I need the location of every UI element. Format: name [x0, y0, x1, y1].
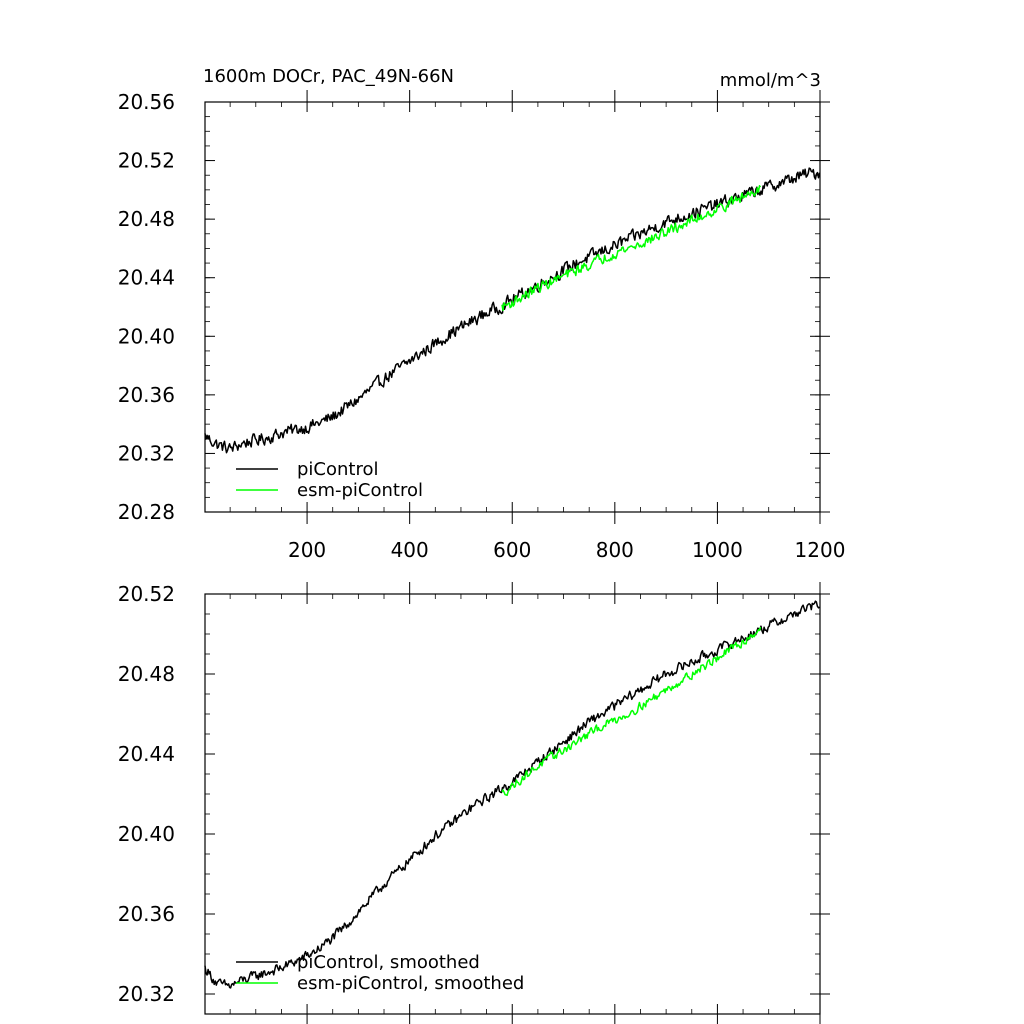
y-tick-label: 20.52	[118, 149, 175, 173]
top-panel-series	[204, 167, 821, 454]
x-tick-label: 400	[391, 538, 429, 562]
top-panel-title: 1600m DOCr, PAC_49N-66N	[203, 66, 454, 87]
series-line-picontrol-smoothed	[204, 600, 820, 989]
x-tick-label: 600	[493, 538, 531, 562]
top-panel-ticks: 20.28 20.32 20.36 20.40 20.44 20.48 20.52 20.56…	[118, 90, 846, 562]
y-tick-label: 20.44	[118, 742, 175, 766]
x-tick-label: 1000	[692, 538, 743, 562]
y-tick-label: 20.52	[118, 582, 175, 606]
x-tick-label: 800	[596, 538, 634, 562]
bottom-panel-series	[204, 600, 820, 989]
y-tick-label: 20.56	[118, 90, 175, 114]
x-tick-label: 200	[288, 538, 326, 562]
y-tick-label: 20.28	[118, 500, 175, 524]
legend-label-esm-picontrol: esm-piControl	[297, 480, 423, 501]
series-line-esm-picontrol-smoothed	[501, 626, 762, 797]
y-tick-label: 20.36	[118, 383, 175, 407]
y-tick-label: 20.32	[118, 441, 175, 465]
bottom-panel: 20.32 20.36 20.40 20.44 20.48 20.52 piControl…	[118, 582, 830, 1024]
bottom-panel-frame	[204, 593, 821, 1015]
bottom-panel-ticks: 20.32 20.36 20.40 20.44 20.48 20.52	[118, 582, 830, 1024]
top-panel-legend: piControl esm-piControl	[236, 459, 423, 501]
y-tick-label: 20.40	[118, 822, 175, 846]
legend-label-picontrol-smoothed: piControl, smoothed	[297, 952, 480, 973]
top-panel-frame	[204, 101, 821, 513]
y-tick-label: 20.48	[118, 662, 175, 686]
y-tick-label: 20.40	[118, 324, 175, 348]
legend-label-esm-picontrol-smoothed: esm-piControl, smoothed	[297, 973, 524, 994]
top-panel-units: mmol/m^3	[720, 70, 821, 91]
bottom-panel-legend: piControl, smoothed esm-piControl, smoot…	[236, 952, 524, 994]
series-line-esm-picontrol	[501, 185, 762, 312]
series-line-picontrol	[204, 167, 821, 454]
y-tick-label: 20.32	[118, 982, 175, 1006]
legend-label-picontrol: piControl	[297, 459, 379, 480]
top-panel: 1600m DOCr, PAC_49N-66N mmol/m^3 20.2820…	[118, 66, 846, 562]
x-tick-label: 1200	[795, 538, 846, 562]
y-tick-label: 20.36	[118, 902, 175, 926]
y-tick-label: 20.44	[118, 266, 175, 290]
y-tick-label: 20.48	[118, 207, 175, 231]
